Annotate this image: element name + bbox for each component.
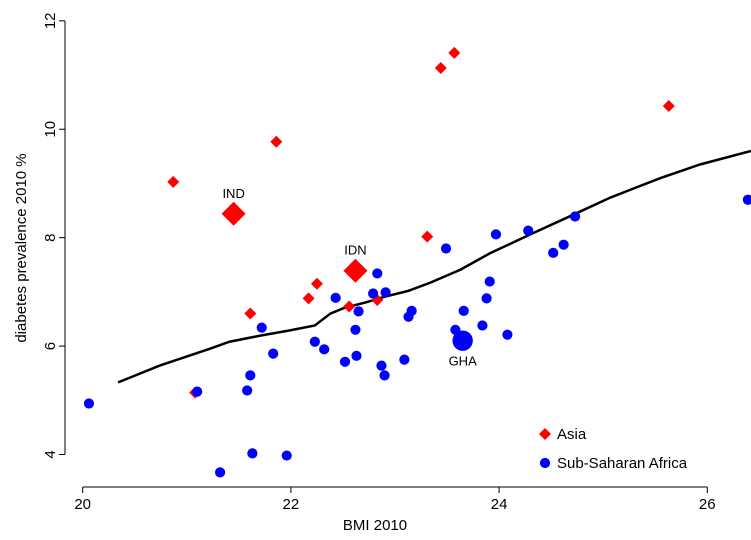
point: [83, 398, 95, 409]
x-tick-label: 20: [74, 496, 91, 513]
y-tick-label: 12: [42, 12, 59, 29]
point: [406, 305, 417, 316]
point: [343, 300, 356, 313]
point: [244, 307, 257, 320]
point: [268, 348, 279, 359]
point: [368, 288, 379, 299]
point: [351, 350, 362, 361]
y-tick-label: 4: [42, 450, 59, 458]
point-label: GHA: [449, 354, 478, 369]
point: [742, 194, 751, 205]
point: [440, 243, 452, 254]
point: [215, 467, 226, 478]
point: [421, 230, 434, 243]
point: [281, 450, 292, 461]
point: [242, 385, 253, 396]
point: [310, 277, 323, 290]
point: [376, 360, 387, 371]
point: [167, 175, 180, 188]
y-tick-label: 10: [42, 121, 59, 138]
x-tick-label: 22: [283, 496, 300, 513]
legend-label: Sub-Saharan Africa: [557, 455, 688, 472]
point-label: IDN: [344, 243, 366, 258]
y-tick-label: 8: [42, 233, 59, 241]
point: [434, 61, 447, 74]
point: [523, 225, 534, 236]
point: [490, 229, 502, 240]
point: [256, 322, 267, 333]
point: [192, 386, 203, 397]
point: [302, 292, 315, 305]
point: [481, 293, 492, 304]
point: [477, 320, 488, 331]
point: [458, 305, 469, 316]
point-label: IND: [222, 186, 244, 201]
point: [380, 287, 391, 298]
point: [319, 344, 330, 355]
point: [502, 329, 513, 340]
point: [558, 239, 569, 250]
point: [353, 306, 364, 317]
point: [399, 354, 410, 365]
x-tick-label: 26: [699, 496, 716, 513]
point: [339, 356, 351, 367]
point: [548, 247, 559, 258]
x-tick-label: 24: [491, 496, 508, 513]
point: [379, 370, 390, 381]
point: [309, 336, 320, 347]
point: [343, 258, 368, 283]
y-tick-label: 6: [42, 342, 59, 350]
x-axis-label: BMI 2010: [343, 517, 407, 534]
point: [245, 370, 256, 381]
fit-line: [117, 149, 751, 384]
legend-label: Asia: [557, 426, 587, 443]
point: [372, 268, 383, 279]
point: [350, 324, 361, 335]
y-axis-label: diabetes prevalence 2010 %: [13, 153, 30, 342]
legend-marker: [539, 428, 551, 440]
point: [662, 99, 675, 112]
point: [270, 135, 283, 148]
point: [247, 448, 258, 459]
point: [569, 211, 581, 222]
point: [448, 46, 461, 59]
point: [330, 292, 341, 303]
point: [452, 330, 473, 351]
point: [221, 201, 246, 226]
point: [484, 276, 495, 287]
legend-marker: [539, 457, 551, 469]
